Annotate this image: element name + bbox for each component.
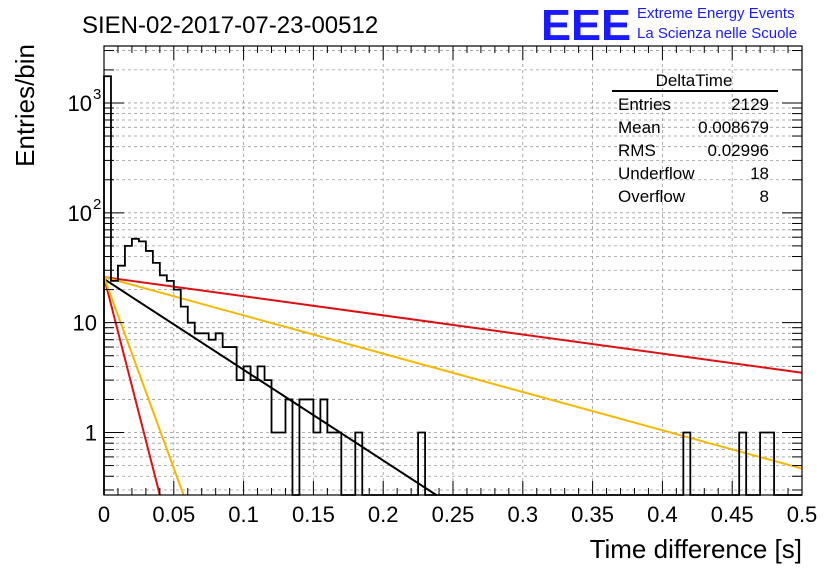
fit-curve-line: [103, 276, 185, 496]
axis-ticks: [103, 46, 803, 495]
stats-value: 0.008679: [698, 118, 769, 137]
x-tick-label: 0.1: [228, 502, 259, 527]
x-tick-label: 0.25: [432, 502, 475, 527]
fit-curve-line: [103, 276, 803, 374]
stats-value: 18: [750, 164, 769, 183]
x-axis-label: Time difference [s]: [590, 534, 802, 564]
grid-lines: [104, 46, 802, 495]
y-tick-label: 10: [68, 91, 92, 116]
y-tick-exponent: 3: [93, 86, 101, 103]
stats-label: Overflow: [618, 187, 686, 206]
stats-label: Entries: [618, 95, 671, 114]
eee-logo: EEE Extreme Energy Events La Scienza nel…: [541, 1, 797, 50]
y-tick-label: 10: [73, 311, 97, 336]
y-axis-label: Entries/bin: [10, 44, 40, 167]
x-tick-label: 0.05: [152, 502, 195, 527]
logo-mark: EEE: [541, 1, 631, 50]
stats-value: 0.02996: [708, 141, 769, 160]
x-tick-labels: 0 0.05 0.1 0.15 0.2 0.25 0.3 0.35 0.4 0.45 0.5: [98, 502, 817, 527]
stats-label: Mean: [618, 118, 661, 137]
chart-title: SIEN-02-2017-07-23-00512: [82, 12, 378, 39]
x-tick-label: 0.4: [647, 502, 678, 527]
y-tick-label: 10: [68, 201, 92, 226]
x-tick-label: 0.35: [571, 502, 614, 527]
y-tick-label: 1: [85, 421, 97, 446]
x-tick-label: 0.5: [787, 502, 818, 527]
stats-value: 8: [760, 187, 769, 206]
logo-line2: La Scienza nelle Scuole: [637, 25, 797, 42]
stats-name: DeltaTime: [656, 71, 733, 90]
x-tick-label: 0.3: [508, 502, 539, 527]
fit-curve-line: [103, 276, 803, 470]
x-tick-label: 0.15: [292, 502, 335, 527]
fit-curves: [103, 276, 803, 496]
fit-curve-line: [103, 278, 437, 496]
stats-value: 2129: [731, 95, 769, 114]
stats-label: RMS: [618, 141, 656, 160]
stats-box: DeltaTime Entries 2129 Mean 0.008679 RMS 0.02…: [612, 71, 778, 206]
fit-curve-line: [103, 276, 161, 496]
x-tick-label: 0.2: [368, 502, 399, 527]
stats-rows: Entries 2129 Mean 0.008679 RMS 0.02996 Underfl…: [618, 95, 769, 206]
x-tick-label: 0: [98, 502, 110, 527]
logo-line1: Extreme Energy Events: [637, 5, 795, 22]
x-tick-label: 0.45: [711, 502, 754, 527]
stats-label: Underflow: [618, 164, 695, 183]
y-tick-exponent: 2: [93, 196, 101, 213]
